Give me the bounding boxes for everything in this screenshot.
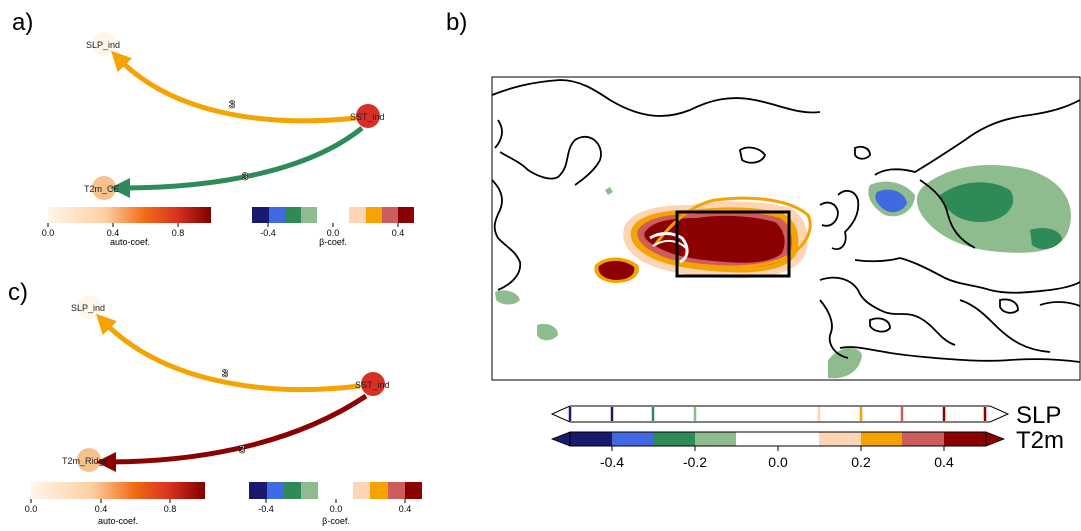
edge-sst-to-slp bbox=[111, 50, 357, 124]
slp-colorbar-label: SLP bbox=[1016, 402, 1061, 429]
slp-colorbar bbox=[550, 405, 1010, 423]
beta-tick: 0.4 bbox=[392, 228, 405, 238]
beta-colorbar-label: β-coef. bbox=[322, 516, 350, 526]
node-label-sst: SST_ind bbox=[350, 112, 385, 122]
slp-anomaly-light-green bbox=[605, 187, 613, 195]
slp-contour-white bbox=[649, 232, 689, 264]
edge-sst-to-t2m bbox=[110, 126, 364, 198]
node-label-t2m: T2m_Ridge bbox=[62, 456, 109, 466]
slp-anomaly-blue bbox=[875, 189, 907, 213]
panel-c-label: c) bbox=[8, 279, 28, 306]
map-frame bbox=[491, 76, 1081, 381]
node-label-t2m: T2m_CE bbox=[84, 184, 120, 194]
slp-contour-white bbox=[652, 240, 687, 249]
t2m-anomaly-darkred bbox=[598, 260, 635, 280]
panel-a: a) 3 3 SLP_ind SST_ind T2m_CE 0.0 0.4 0.… bbox=[12, 9, 414, 247]
beta-colorbar bbox=[249, 482, 422, 499]
t2m-tick: -0.4 bbox=[600, 454, 624, 470]
slp-contour-orange bbox=[653, 196, 812, 269]
map bbox=[492, 77, 1080, 380]
auto-tick: 0.0 bbox=[42, 228, 55, 238]
slp-anomaly-light-green bbox=[828, 348, 862, 379]
t2m-node bbox=[92, 176, 116, 200]
beta-tick: -0.4 bbox=[258, 504, 274, 514]
coastlines bbox=[492, 79, 1080, 363]
beta-tick: -0.4 bbox=[260, 228, 276, 238]
t2m-tick: 0.4 bbox=[934, 454, 954, 470]
beta-tick: 0.4 bbox=[399, 504, 412, 514]
edge-lag-label: 3 bbox=[239, 444, 245, 456]
panel-b: b) bbox=[446, 9, 1081, 470]
node-label-sst: SST_ind bbox=[355, 380, 390, 390]
auto-tick: 0.4 bbox=[107, 228, 120, 238]
t2m-tick: 0.0 bbox=[768, 454, 788, 470]
t2m-tick: -0.2 bbox=[683, 454, 707, 470]
slp-anomaly-green bbox=[1030, 228, 1062, 250]
t2m-tick: 0.2 bbox=[851, 454, 871, 470]
sst-node bbox=[361, 372, 385, 396]
auto-colorbar bbox=[48, 207, 211, 223]
panel-b-label: b) bbox=[446, 9, 467, 36]
panel-c: c) 3 3 SLP_ind SST_ind T2m_Ridge 0.0 0.4… bbox=[8, 279, 422, 526]
sst-index-box bbox=[675, 210, 791, 278]
t2m-colorbar-label: T2m bbox=[1016, 427, 1064, 454]
auto-colorbar bbox=[31, 482, 205, 499]
node-label-slp: SLP_ind bbox=[71, 303, 105, 313]
panel-a-label: a) bbox=[12, 9, 33, 36]
slp-anomaly-light-green bbox=[537, 323, 558, 341]
edge-sst-to-t2m bbox=[96, 393, 368, 472]
beta-colorbar bbox=[252, 207, 414, 223]
t2m-colorbar bbox=[550, 431, 1006, 447]
beta-colorbar-label: β-coef. bbox=[319, 237, 347, 247]
auto-tick: 0.8 bbox=[164, 504, 177, 514]
edge-lag-label: 3 bbox=[222, 368, 228, 380]
t2m-node bbox=[77, 448, 101, 472]
slp-node bbox=[92, 32, 116, 56]
auto-tick: 0.4 bbox=[95, 504, 108, 514]
auto-tick: 0.0 bbox=[25, 504, 38, 514]
beta-tick: 0.0 bbox=[327, 228, 340, 238]
edge-lag-label: 3 bbox=[242, 171, 248, 183]
t2m-anomaly-darkred bbox=[644, 215, 785, 263]
auto-colorbar-label: auto-coef. bbox=[98, 516, 138, 526]
edge-lag-label: 3 bbox=[229, 99, 235, 111]
node-label-slp: SLP_ind bbox=[86, 40, 120, 50]
auto-tick: 0.8 bbox=[172, 228, 185, 238]
auto-colorbar-label: auto-coef. bbox=[110, 237, 150, 247]
edge-sst-to-slp bbox=[96, 313, 361, 392]
sst-node bbox=[356, 104, 380, 128]
slp-node bbox=[77, 295, 101, 319]
beta-tick: 0.0 bbox=[330, 504, 343, 514]
slp-anomaly-green bbox=[940, 182, 1014, 222]
slp-anomaly-light-green bbox=[495, 290, 520, 305]
